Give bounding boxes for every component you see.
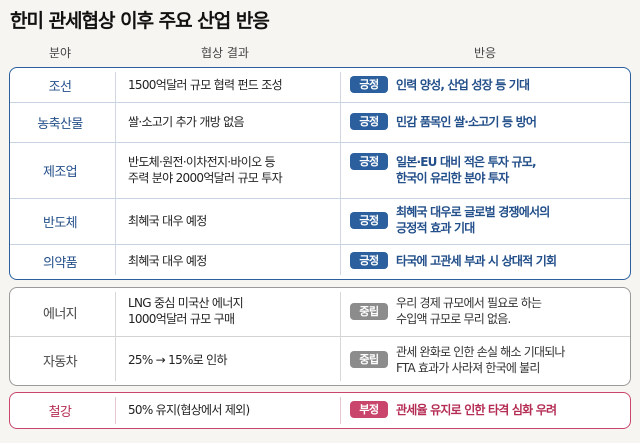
reaction-text: 최혜국 대우로 글로벌 경쟁에서의 긍정적 효과 기대 [396, 205, 550, 235]
reaction-text: 인력 양성, 산업 성장 등 기대 [396, 78, 530, 92]
sector-label: 제조업 [42, 164, 78, 180]
reaction-text: 관세율 유지로 인한 타격 심화 우려 [396, 403, 557, 417]
table-row-shipbuilding: 조선 1500억달러 규모 협력 펀드 조성 긍정 인력 양성, 산업 성장 등… [10, 68, 630, 102]
stance-badge: 중립 [350, 303, 388, 320]
table-row-semiconductor: 반도체 최혜국 대우 예정 긍정 최혜국 대우로 글로벌 경쟁에서의 긍정적 효… [10, 198, 630, 244]
page-title: 한미 관세협상 이후 주요 산업 반응 [10, 10, 270, 32]
column-divider [340, 397, 341, 424]
header-sector: 분야 [48, 46, 72, 60]
table-row-agriculture: 농축산물 쌀·소고기 추가 개방 없음 긍정 민감 품목인 쌀·소고기 등 방어 [10, 102, 630, 142]
column-divider [340, 72, 341, 275]
column-divider [115, 397, 116, 424]
header-reaction: 반응 [473, 46, 497, 60]
row-divider [10, 102, 630, 103]
stance-badge: 긍정 [350, 212, 388, 229]
reaction-text: 민감 품목인 쌀·소고기 등 방어 [396, 115, 537, 129]
table-row-automobile: 자동차 25% → 15%로 인하 중립 관세 완화로 인한 손실 해소 기대되… [10, 336, 630, 385]
table-row-manufacturing: 제조업 반도체·원전·이차전지·바이오 등 주력 분야 2000억달러 규모 투… [10, 142, 630, 198]
sector-label: 철강 [48, 404, 72, 420]
reaction-text: 일본·EU 대비 적은 투자 규모, 한국이 유리한 분야 투자 [396, 155, 537, 185]
deal-result: 1500억달러 규모 협력 펀드 조성 [128, 78, 283, 92]
table-row-pharma: 의약품 최혜국 대우 예정 긍정 타국에 고관세 부과 시 상대적 기회 [10, 244, 630, 279]
sector-label: 조선 [48, 79, 72, 95]
neutral-group: 에너지 LNG 중심 미국산 에너지 1000억달러 규모 구매 중립 우리 경… [9, 287, 631, 386]
sector-label: 의약품 [42, 256, 78, 271]
deal-result: 50% 유지(협상에서 제외) [128, 403, 250, 417]
reaction-text: 우리 경제 규모에서 필요로 하는 수입액 규모로 무리 없음. [396, 296, 542, 326]
negative-group: 철강 50% 유지(협상에서 제외) 부정 관세율 유지로 인한 타격 심화 우… [9, 392, 631, 429]
deal-result: 25% → 15%로 인하 [128, 353, 228, 367]
row-divider [10, 336, 630, 337]
reaction-text: 타국에 고관세 부과 시 상대적 기회 [396, 254, 557, 268]
header-result: 협상 결과 [201, 46, 249, 60]
positive-group: 조선 1500억달러 규모 협력 펀드 조성 긍정 인력 양성, 산업 성장 등… [9, 67, 631, 280]
stance-badge: 부정 [350, 401, 388, 418]
row-divider [10, 198, 630, 199]
sector-label: 에너지 [42, 306, 78, 322]
reaction-text: 관세 완화로 인한 손실 해소 기대되나 FTA 효과가 사라져 한국에 불리 [396, 345, 565, 375]
row-divider [10, 142, 630, 143]
row-divider [10, 244, 630, 245]
table-row-steel: 철강 50% 유지(협상에서 제외) 부정 관세율 유지로 인한 타격 심화 우… [10, 393, 630, 427]
deal-result: 최혜국 대우 예정 [128, 214, 207, 228]
column-divider [115, 72, 116, 275]
sector-label: 반도체 [42, 215, 78, 231]
stance-badge: 중립 [350, 351, 388, 368]
stance-badge: 긍정 [350, 76, 388, 93]
stance-badge: 긍정 [350, 113, 388, 130]
deal-result: 쌀·소고기 추가 개방 없음 [128, 115, 245, 129]
deal-result: LNG 중심 미국산 에너지 1000억달러 규모 구매 [128, 296, 244, 326]
deal-result: 최혜국 대우 예정 [128, 254, 207, 268]
sector-label: 농축산물 [37, 116, 83, 132]
sector-label: 자동차 [42, 355, 78, 370]
stance-badge: 긍정 [350, 252, 388, 269]
table-row-energy: 에너지 LNG 중심 미국산 에너지 1000억달러 규모 구매 중립 우리 경… [10, 288, 630, 336]
deal-result: 반도체·원전·이차전지·바이오 등 주력 분야 2000억달러 규모 투자 [128, 155, 283, 185]
stance-badge: 긍정 [350, 153, 388, 170]
